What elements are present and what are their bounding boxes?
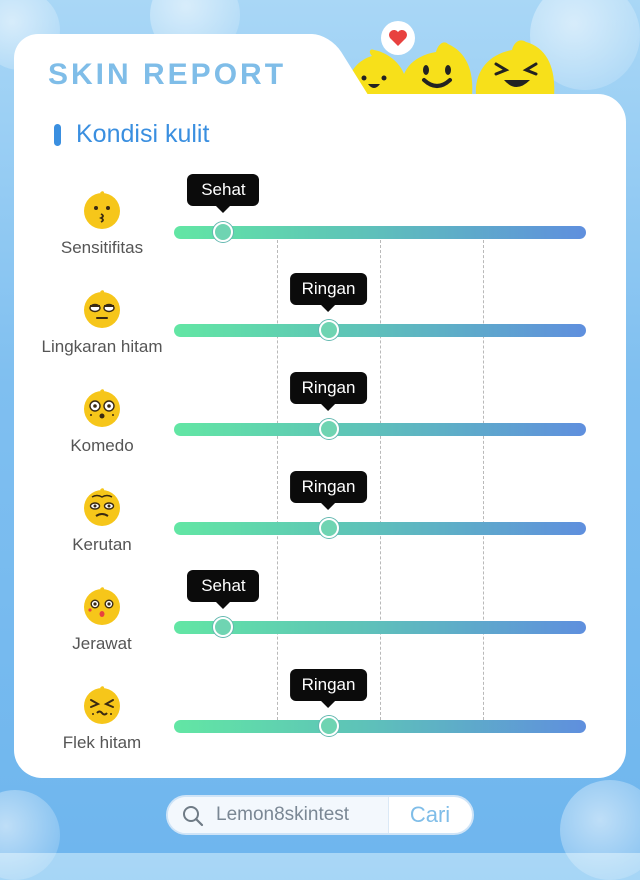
condition-knob — [318, 518, 339, 538]
search-button[interactable]: Cari — [409, 802, 451, 827]
condition-label: Komedo — [70, 436, 134, 455]
background-bubble — [560, 780, 640, 880]
condition-track — [174, 423, 586, 436]
section-title: Kondisi kulit — [76, 120, 210, 148]
condition-label: Sensitifitas — [60, 238, 144, 257]
mascot-group — [347, 21, 555, 96]
condition-row: Flek hitam Ringan — [0, 669, 640, 776]
condition-row: Jerawat Sehat — [0, 570, 640, 677]
dotted-face-icon — [84, 389, 120, 427]
surprised-face-icon — [84, 587, 120, 625]
condition-row: Sensitifitas Sehat — [0, 174, 640, 281]
mascot-left — [347, 49, 407, 96]
status-tooltip: Sehat — [187, 174, 260, 213]
tired-face-icon — [84, 290, 120, 328]
status-tooltip: Sehat — [187, 570, 260, 609]
condition-row: Kerutan Ringan — [0, 471, 640, 578]
mascot-middle — [401, 42, 473, 96]
condition-track — [174, 720, 586, 733]
scale-divider — [483, 240, 484, 720]
condition-knob — [318, 320, 339, 340]
squint-face-icon — [84, 686, 120, 724]
status-tooltip: Ringan — [289, 471, 368, 510]
condition-label: Flek hitam — [62, 733, 142, 752]
mascot-right — [475, 40, 555, 96]
condition-track — [174, 522, 586, 535]
condition-knob — [318, 419, 339, 439]
section-marker — [54, 124, 61, 146]
condition-label: Kerutan — [72, 535, 132, 554]
wrinkled-face-icon — [84, 488, 120, 526]
search-bar: Lemon8skintest Cari — [166, 795, 474, 835]
condition-label: Lingkaran hitam — [41, 337, 163, 356]
condition-label: Jerawat — [72, 634, 132, 653]
scale-divider — [380, 240, 381, 720]
kiss-face-icon — [84, 191, 120, 229]
report-title: SKIN REPORT — [48, 58, 287, 91]
condition-knob — [213, 617, 234, 637]
search-icon — [183, 806, 204, 827]
heart-icon — [381, 21, 415, 55]
scale-divider — [277, 240, 278, 720]
condition-row: Komedo Ringan — [0, 372, 640, 479]
condition-track — [174, 324, 586, 337]
condition-row: Lingkaran hitam Ringan — [0, 273, 640, 380]
condition-track — [174, 226, 586, 239]
search-input[interactable]: Lemon8skintest — [168, 797, 389, 833]
condition-knob — [213, 222, 234, 242]
search-query: Lemon8skintest — [216, 804, 350, 825]
condition-knob — [318, 716, 339, 736]
status-tooltip: Ringan — [289, 273, 368, 312]
status-tooltip: Ringan — [289, 372, 368, 411]
background-bubble — [0, 790, 60, 880]
status-tooltip: Ringan — [289, 669, 368, 708]
condition-track — [174, 621, 586, 634]
